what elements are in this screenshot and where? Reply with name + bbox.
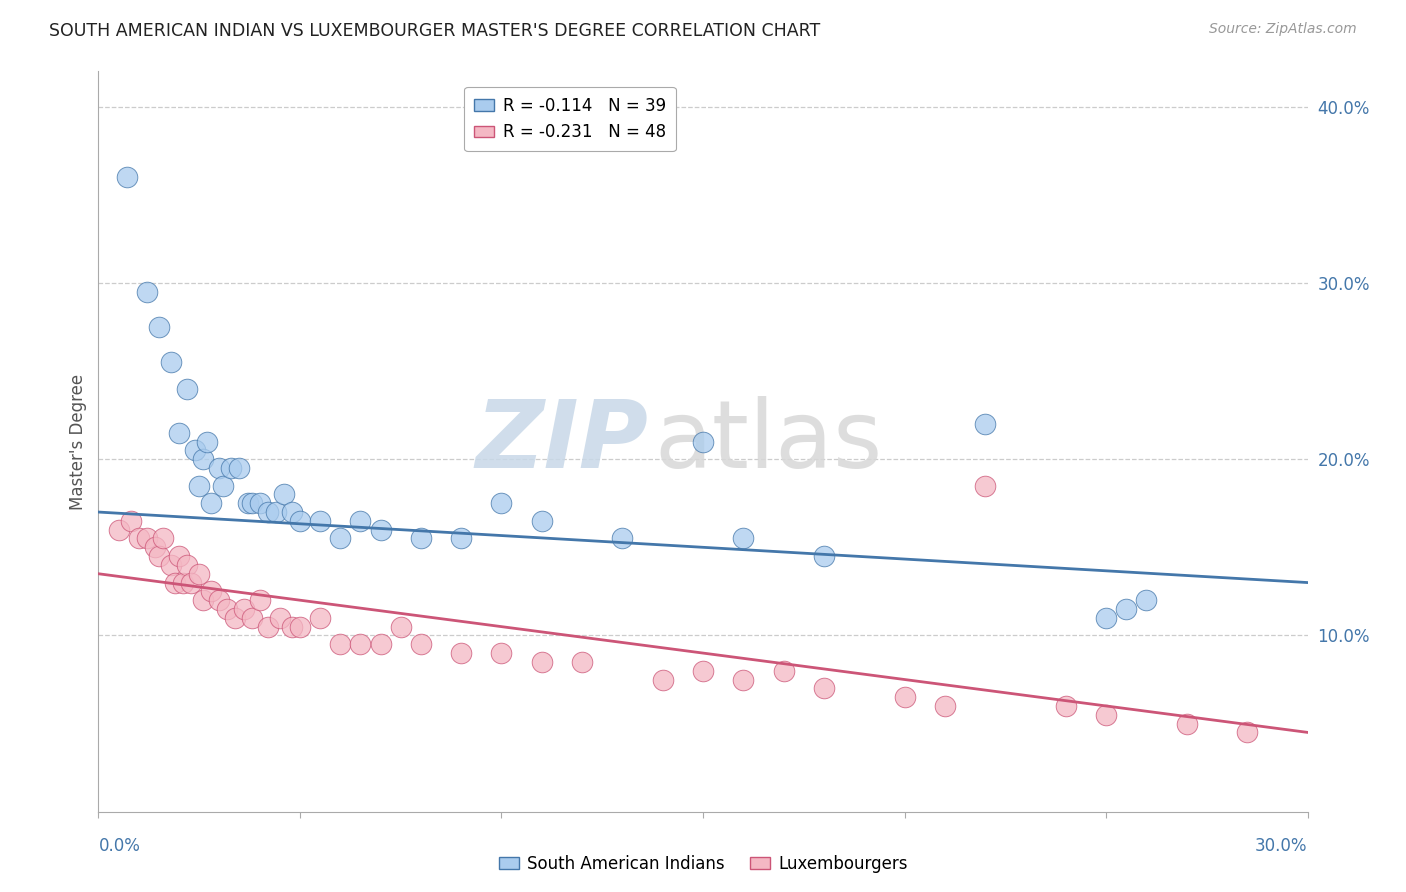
Point xyxy=(208,593,231,607)
Point xyxy=(256,619,278,633)
Point xyxy=(450,646,472,660)
Point xyxy=(1175,716,1198,731)
Point xyxy=(148,320,170,334)
Point xyxy=(160,558,183,572)
Point xyxy=(934,698,956,713)
Point xyxy=(200,584,222,599)
Point xyxy=(208,461,231,475)
Point xyxy=(107,523,129,537)
Point xyxy=(143,541,166,555)
Point xyxy=(221,461,243,475)
Point xyxy=(288,514,311,528)
Text: Source: ZipAtlas.com: Source: ZipAtlas.com xyxy=(1209,22,1357,37)
Point xyxy=(370,523,392,537)
Point xyxy=(389,619,412,633)
Point xyxy=(212,478,235,492)
Point xyxy=(974,417,997,431)
Point xyxy=(571,655,593,669)
Point xyxy=(692,434,714,449)
Y-axis label: Master's Degree: Master's Degree xyxy=(69,374,87,509)
Legend: R = -0.114   N = 39, R = -0.231   N = 48: R = -0.114 N = 39, R = -0.231 N = 48 xyxy=(464,87,676,152)
Point xyxy=(651,673,673,687)
Point xyxy=(135,285,157,299)
Point xyxy=(309,514,332,528)
Point xyxy=(249,496,271,510)
Text: ZIP: ZIP xyxy=(475,395,648,488)
Point xyxy=(974,478,997,492)
Point xyxy=(370,637,392,651)
Point xyxy=(176,382,198,396)
Point xyxy=(1236,725,1258,739)
Point xyxy=(228,461,250,475)
Point xyxy=(167,425,190,440)
Point xyxy=(612,532,634,546)
Point xyxy=(217,602,239,616)
Point xyxy=(256,505,278,519)
Point xyxy=(236,496,259,510)
Point xyxy=(120,514,142,528)
Point xyxy=(450,532,472,546)
Point xyxy=(1095,707,1118,722)
Point xyxy=(692,664,714,678)
Text: 0.0%: 0.0% xyxy=(98,837,141,855)
Point xyxy=(733,673,755,687)
Point xyxy=(224,611,246,625)
Point xyxy=(491,646,513,660)
Text: atlas: atlas xyxy=(655,395,883,488)
Point xyxy=(409,637,432,651)
Point xyxy=(349,514,371,528)
Point xyxy=(530,514,553,528)
Point xyxy=(264,505,287,519)
Point xyxy=(1135,593,1157,607)
Point xyxy=(176,558,198,572)
Point xyxy=(530,655,553,669)
Point xyxy=(188,478,211,492)
Point xyxy=(893,690,915,705)
Point xyxy=(772,664,794,678)
Point xyxy=(193,452,215,467)
Point xyxy=(269,611,291,625)
Point xyxy=(232,602,254,616)
Point xyxy=(240,496,263,510)
Point xyxy=(273,487,295,501)
Point xyxy=(172,575,194,590)
Point xyxy=(733,532,755,546)
Point xyxy=(281,505,304,519)
Text: SOUTH AMERICAN INDIAN VS LUXEMBOURGER MASTER'S DEGREE CORRELATION CHART: SOUTH AMERICAN INDIAN VS LUXEMBOURGER MA… xyxy=(49,22,821,40)
Point xyxy=(249,593,271,607)
Point xyxy=(148,549,170,563)
Point xyxy=(329,637,352,651)
Point xyxy=(240,611,263,625)
Point xyxy=(167,549,190,563)
Legend: South American Indians, Luxembourgers: South American Indians, Luxembourgers xyxy=(492,848,914,880)
Point xyxy=(195,434,218,449)
Point xyxy=(163,575,186,590)
Point xyxy=(188,566,211,581)
Point xyxy=(349,637,371,651)
Point xyxy=(184,443,207,458)
Point xyxy=(309,611,332,625)
Point xyxy=(813,681,835,696)
Point xyxy=(329,532,352,546)
Point xyxy=(115,170,138,185)
Point xyxy=(160,355,183,369)
Point xyxy=(128,532,150,546)
Point xyxy=(1095,611,1118,625)
Point xyxy=(180,575,202,590)
Point xyxy=(813,549,835,563)
Point xyxy=(288,619,311,633)
Point xyxy=(1054,698,1077,713)
Point xyxy=(193,593,215,607)
Point xyxy=(200,496,222,510)
Point xyxy=(409,532,432,546)
Point xyxy=(135,532,157,546)
Point xyxy=(281,619,304,633)
Point xyxy=(152,532,174,546)
Point xyxy=(1115,602,1137,616)
Text: 30.0%: 30.0% xyxy=(1256,837,1308,855)
Point xyxy=(491,496,513,510)
